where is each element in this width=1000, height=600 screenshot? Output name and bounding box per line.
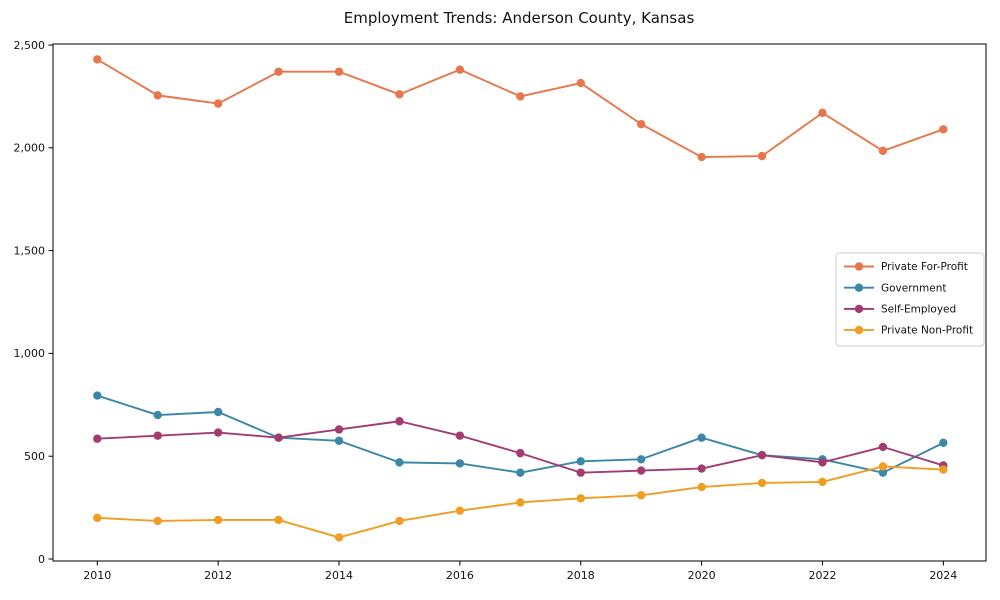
data-point [153,91,162,100]
data-point [93,391,102,400]
legend-marker [854,304,864,314]
series-private-for-profit [93,55,948,162]
x-tick-label: 2024 [929,569,957,582]
data-point [93,55,102,64]
y-tick-label: 2,500 [14,39,46,52]
x-tick-label: 2014 [325,569,353,582]
data-point [334,436,344,445]
data-point [213,515,223,525]
data-point [516,498,525,507]
series-line [96,420,945,474]
plot-layer: 0 500 1,000 1,500 2,000 2,500 2010 2012 2014 2016… [14,39,987,582]
legend-label: Private For-Profit [881,261,968,273]
data-point [153,410,162,420]
data-point [334,425,344,434]
data-point [334,533,344,542]
data-point [516,448,525,458]
data-point [576,468,585,477]
data-point [93,434,102,443]
legend-box [835,252,985,347]
data-point [636,455,646,464]
data-point [939,125,948,134]
axes-frame [52,43,987,562]
data-point [697,152,706,162]
data-point [334,67,344,76]
data-point [939,438,948,448]
legend-label: Self-Employed [881,304,956,316]
data-point [878,146,888,156]
data-point [153,516,162,526]
data-point [878,442,888,452]
legend-label: Government [881,282,946,294]
data-point [939,465,948,474]
data-point [878,468,888,477]
data-point [455,65,465,74]
data-point [274,67,283,76]
data-point [516,92,525,101]
data-point [213,428,223,437]
data-point [213,99,223,108]
x-tick-label: 2016 [446,569,474,582]
x-tick-label: 2020 [688,569,716,582]
data-point [213,407,223,417]
y-axis: 0 500 1,000 1,500 2,000 2,500 [14,39,53,566]
data-point [636,466,646,475]
data-point [576,457,585,466]
data-point [818,477,827,487]
data-point [818,458,827,467]
series-private-non-profit [93,462,948,542]
legend-marker [854,325,864,335]
data-point [636,119,646,129]
legend-label: Private Non-Profit [881,325,973,337]
legend-marker [854,262,864,271]
data-point [395,516,404,526]
x-tick-label: 2010 [83,569,111,582]
y-tick-label: 1,000 [14,347,46,360]
data-point [274,433,283,442]
legend: Private For-Profit Government Self-Employe… [835,252,985,347]
data-point [697,464,706,473]
data-point [757,151,767,161]
data-point [697,433,706,442]
data-point [757,478,767,488]
data-point [395,458,404,467]
data-point [878,462,888,471]
y-tick-label: 500 [24,450,45,463]
data-point [455,506,465,515]
data-point [93,513,102,523]
x-axis: 2010 2012 2014 2016 2018 2020 2022 2024 [83,561,957,582]
data-point [516,468,525,477]
series-line [96,58,945,159]
data-point [757,450,767,460]
chart-title: Employment Trends: Anderson County, Kans… [344,9,695,27]
x-tick-label: 2022 [808,569,836,582]
x-tick-label: 2012 [204,569,232,582]
data-point [153,431,162,440]
y-tick-label: 2,000 [14,142,46,155]
data-point [697,482,706,492]
data-point [455,431,465,440]
series-self-employed [93,417,948,477]
data-point [395,417,404,426]
x-tick-label: 2018 [567,569,595,582]
data-point [274,515,283,525]
data-point [818,108,827,118]
data-point [576,78,585,88]
legend-marker [854,283,864,292]
data-point [395,90,404,99]
data-point [576,494,585,503]
data-point [455,459,465,468]
y-tick-label: 0 [38,553,45,566]
data-point [636,491,646,500]
y-tick-label: 1,500 [14,244,46,257]
